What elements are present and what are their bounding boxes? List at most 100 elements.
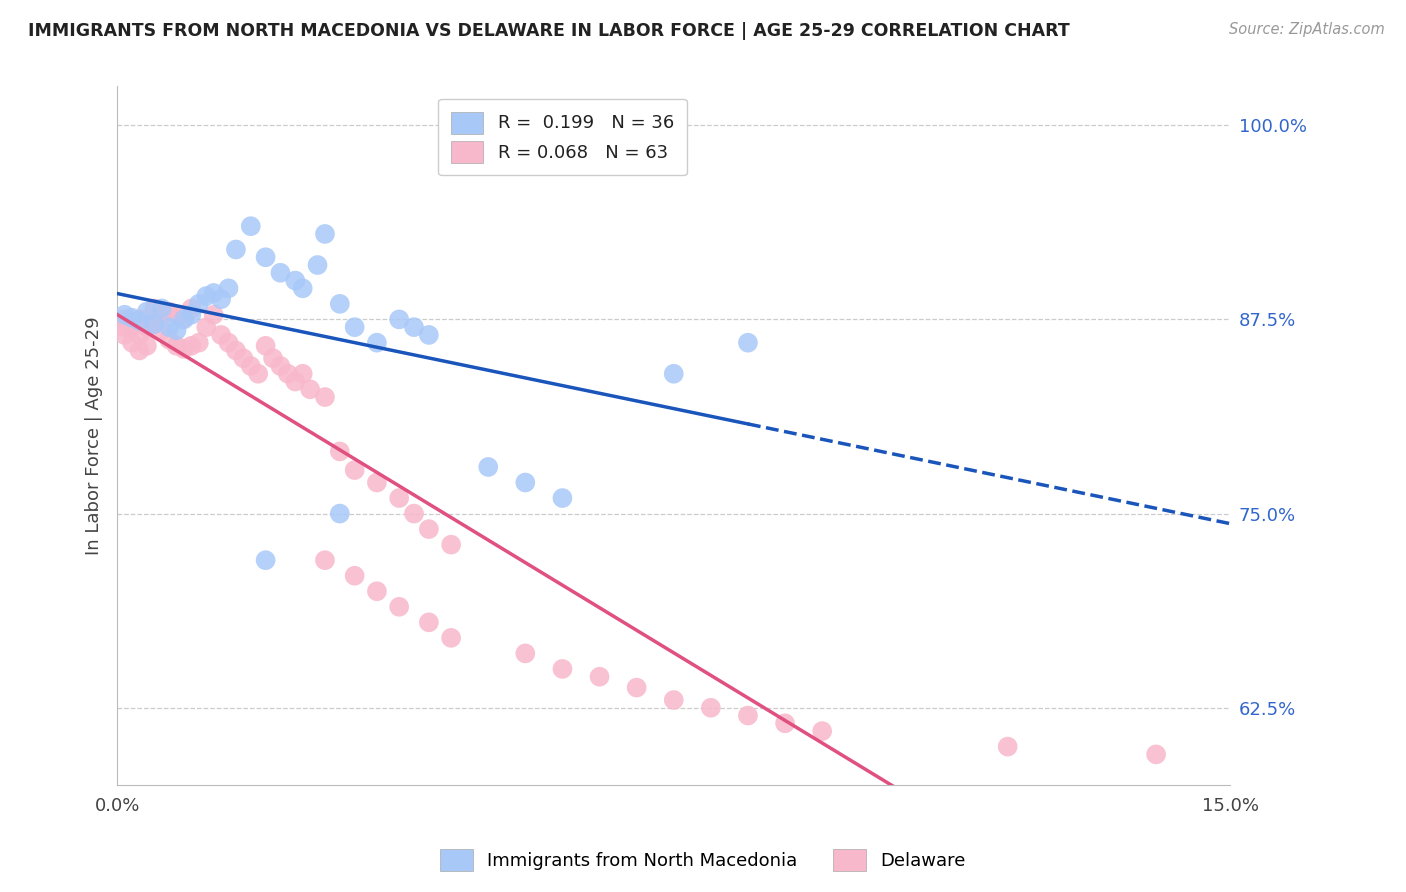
Point bbox=[343, 568, 366, 582]
Legend: R =  0.199   N = 36, R = 0.068   N = 63: R = 0.199 N = 36, R = 0.068 N = 63 bbox=[439, 99, 686, 176]
Point bbox=[314, 390, 336, 404]
Point bbox=[440, 538, 463, 552]
Point bbox=[662, 693, 685, 707]
Point bbox=[225, 343, 247, 358]
Point bbox=[218, 335, 240, 350]
Point bbox=[262, 351, 284, 366]
Point bbox=[128, 343, 150, 358]
Point bbox=[314, 553, 336, 567]
Point bbox=[811, 724, 834, 739]
Point bbox=[166, 308, 188, 322]
Point bbox=[150, 308, 173, 322]
Point bbox=[662, 367, 685, 381]
Point bbox=[388, 599, 411, 614]
Point bbox=[402, 320, 425, 334]
Point bbox=[209, 327, 232, 342]
Point bbox=[202, 285, 225, 300]
Point bbox=[166, 339, 188, 353]
Point bbox=[121, 320, 143, 334]
Point bbox=[277, 367, 299, 381]
Point bbox=[329, 297, 352, 311]
Point bbox=[737, 708, 759, 723]
Point bbox=[343, 463, 366, 477]
Point bbox=[239, 219, 262, 234]
Point bbox=[388, 312, 411, 326]
Point bbox=[284, 274, 307, 288]
Point bbox=[247, 367, 270, 381]
Point bbox=[269, 266, 291, 280]
Point bbox=[254, 553, 277, 567]
Point bbox=[388, 491, 411, 505]
Point bbox=[143, 301, 166, 316]
Point bbox=[239, 359, 262, 373]
Point bbox=[135, 320, 157, 334]
Point bbox=[773, 716, 796, 731]
Point bbox=[269, 359, 291, 373]
Point bbox=[114, 308, 136, 322]
Text: IMMIGRANTS FROM NORTH MACEDONIA VS DELAWARE IN LABOR FORCE | AGE 25-29 CORRELATI: IMMIGRANTS FROM NORTH MACEDONIA VS DELAW… bbox=[28, 22, 1070, 40]
Point bbox=[121, 335, 143, 350]
Point bbox=[515, 475, 537, 490]
Point bbox=[700, 700, 723, 714]
Point bbox=[626, 681, 648, 695]
Point bbox=[307, 258, 329, 272]
Point bbox=[114, 327, 136, 342]
Point bbox=[418, 522, 440, 536]
Point bbox=[291, 367, 314, 381]
Point bbox=[418, 615, 440, 630]
Legend: Immigrants from North Macedonia, Delaware: Immigrants from North Macedonia, Delawar… bbox=[433, 842, 973, 879]
Point bbox=[291, 281, 314, 295]
Point bbox=[366, 335, 388, 350]
Point bbox=[143, 317, 166, 331]
Point bbox=[195, 289, 218, 303]
Point bbox=[166, 323, 188, 337]
Point bbox=[135, 339, 157, 353]
Y-axis label: In Labor Force | Age 25-29: In Labor Force | Age 25-29 bbox=[86, 317, 103, 555]
Point bbox=[128, 312, 150, 326]
Point bbox=[551, 662, 574, 676]
Point bbox=[402, 507, 425, 521]
Point bbox=[737, 335, 759, 350]
Point bbox=[114, 320, 136, 334]
Point bbox=[997, 739, 1019, 754]
Point bbox=[135, 304, 157, 318]
Point bbox=[515, 647, 537, 661]
Point bbox=[187, 335, 209, 350]
Point bbox=[232, 351, 254, 366]
Point bbox=[254, 339, 277, 353]
Point bbox=[477, 460, 499, 475]
Point bbox=[284, 375, 307, 389]
Point bbox=[551, 491, 574, 505]
Point bbox=[187, 297, 209, 311]
Point bbox=[150, 301, 173, 316]
Point bbox=[440, 631, 463, 645]
Point bbox=[202, 308, 225, 322]
Point bbox=[366, 475, 388, 490]
Point bbox=[299, 382, 322, 396]
Point bbox=[195, 320, 218, 334]
Point bbox=[588, 670, 610, 684]
Point bbox=[173, 310, 195, 325]
Point bbox=[366, 584, 388, 599]
Point bbox=[1144, 747, 1167, 762]
Point bbox=[314, 227, 336, 241]
Point bbox=[209, 292, 232, 306]
Text: Source: ZipAtlas.com: Source: ZipAtlas.com bbox=[1229, 22, 1385, 37]
Point bbox=[343, 320, 366, 334]
Point bbox=[114, 312, 136, 326]
Point bbox=[157, 304, 180, 318]
Point bbox=[128, 327, 150, 342]
Point bbox=[180, 339, 202, 353]
Point bbox=[180, 308, 202, 322]
Point bbox=[150, 323, 173, 337]
Point bbox=[180, 301, 202, 316]
Point bbox=[173, 312, 195, 326]
Point bbox=[254, 250, 277, 264]
Point bbox=[143, 317, 166, 331]
Point bbox=[121, 310, 143, 325]
Point bbox=[218, 281, 240, 295]
Point bbox=[418, 327, 440, 342]
Point bbox=[225, 243, 247, 257]
Point bbox=[157, 320, 180, 334]
Point bbox=[157, 333, 180, 347]
